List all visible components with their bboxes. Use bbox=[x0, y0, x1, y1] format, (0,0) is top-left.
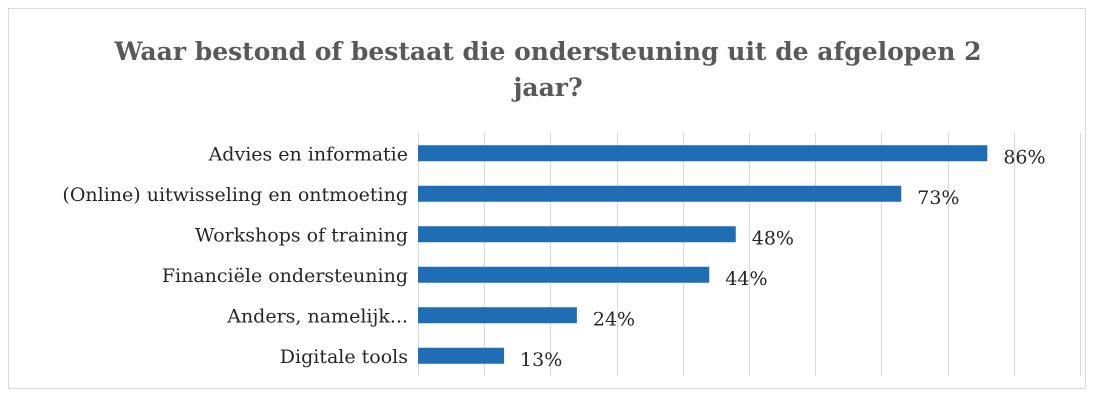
bar bbox=[418, 266, 710, 283]
chart-title-line-2: jaar? bbox=[513, 73, 583, 102]
bar bbox=[418, 307, 577, 324]
data-label: 24% bbox=[593, 308, 635, 330]
bar bbox=[418, 185, 902, 202]
data-label: 73% bbox=[917, 187, 959, 209]
category-label: Digitale tools bbox=[280, 346, 408, 368]
bar bbox=[418, 145, 988, 162]
data-label: 13% bbox=[520, 349, 562, 371]
data-label: 86% bbox=[1003, 146, 1045, 168]
data-label: 44% bbox=[725, 268, 767, 290]
chart-title-line-1: Waar bestond of bestaat die ondersteunin… bbox=[114, 37, 982, 66]
data-label: 48% bbox=[752, 227, 794, 249]
category-label: (Online) uitwisseling en ontmoeting bbox=[62, 184, 408, 206]
category-label: Financiële ondersteuning bbox=[162, 265, 408, 287]
category-label: Workshops of training bbox=[195, 224, 408, 246]
bar bbox=[418, 226, 736, 243]
bar bbox=[418, 347, 505, 364]
category-label: Anders, namelijk... bbox=[226, 305, 408, 327]
category-label: Advies en informatie bbox=[208, 143, 408, 165]
chart-title: Waar bestond of bestaat die ondersteunin… bbox=[0, 34, 1096, 106]
